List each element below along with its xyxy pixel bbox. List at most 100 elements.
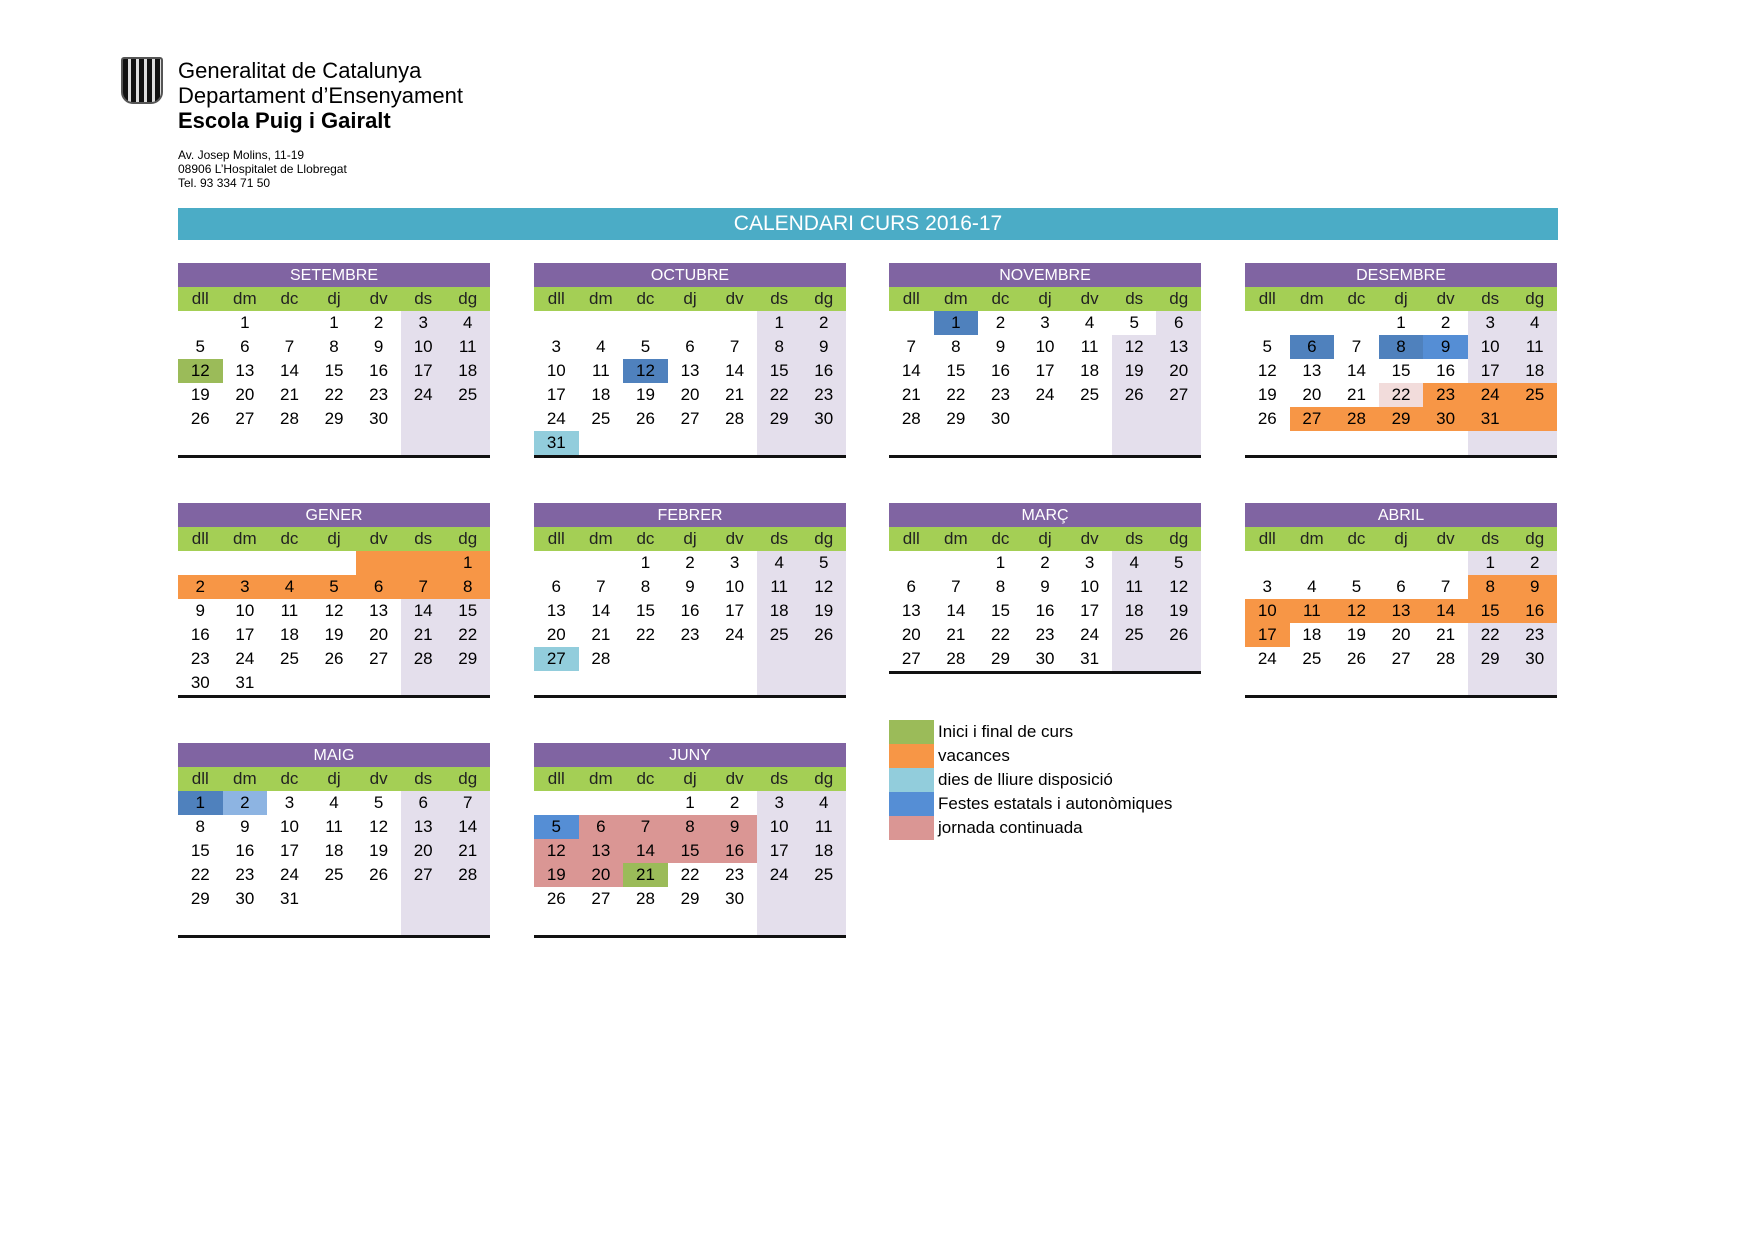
week-row bbox=[1245, 431, 1558, 455]
day-cell: 4 bbox=[596, 337, 606, 356]
day-cell: 25 bbox=[1111, 623, 1157, 647]
day-cell: 12 bbox=[1111, 335, 1157, 359]
day-cell bbox=[579, 311, 624, 335]
weekday-header: dll dm dc dj dv ds dg bbox=[534, 287, 846, 311]
weekday-label: dg bbox=[458, 289, 478, 308]
week-row: 26 27 28 29 30 31 bbox=[1245, 407, 1558, 431]
day-cell: 1 bbox=[1467, 551, 1513, 575]
weekday-label: dj bbox=[1394, 289, 1408, 308]
weekday-label: dv bbox=[369, 289, 388, 308]
weekday-label: dg bbox=[1169, 289, 1189, 308]
month-name: NOVEMBRE bbox=[889, 263, 1201, 287]
day-cell: 6 bbox=[240, 337, 250, 356]
day-cell: 21 bbox=[1436, 625, 1456, 644]
day-cell: 23 bbox=[1512, 623, 1558, 647]
day-cell: 11 bbox=[1080, 337, 1099, 356]
day-cell bbox=[178, 551, 223, 575]
day-cell bbox=[312, 551, 357, 575]
day-cell: 7 bbox=[951, 577, 961, 596]
day-cell bbox=[623, 431, 668, 455]
day-cell bbox=[1290, 671, 1335, 695]
day-cell: 12 bbox=[623, 359, 668, 383]
day-cell: 28 bbox=[279, 409, 299, 428]
day-cell: 11 bbox=[756, 575, 802, 599]
month-name: JUNY bbox=[534, 743, 846, 767]
org-name: Generalitat de Catalunya bbox=[178, 58, 422, 83]
day-cell: 29 bbox=[324, 409, 344, 428]
day-cell: 10 bbox=[1080, 577, 1100, 596]
day-cell: 22 bbox=[190, 865, 210, 884]
day-cell: 16 bbox=[235, 841, 255, 860]
day-cell bbox=[1379, 431, 1424, 455]
day-cell: 22 bbox=[756, 383, 802, 407]
day-cell: 27 bbox=[901, 649, 921, 668]
weekday-label: dll bbox=[191, 769, 209, 788]
day-cell: 11 bbox=[1111, 575, 1157, 599]
day-cell: 24 bbox=[725, 625, 745, 644]
day-cell: 3 bbox=[1467, 311, 1513, 335]
day-cell bbox=[712, 647, 757, 671]
day-cell: 14 bbox=[946, 601, 966, 620]
day-cell: 16 bbox=[1436, 361, 1456, 380]
week-row: 22 23 24 25 26 27 28 bbox=[178, 863, 491, 887]
month-name: FEBRER bbox=[534, 503, 846, 527]
day-cell: 4 bbox=[445, 311, 491, 335]
day-cell: 27 bbox=[400, 863, 446, 887]
day-cell: 10 bbox=[1245, 599, 1290, 623]
day-cell: 11 bbox=[592, 361, 610, 380]
day-cell: 21 bbox=[1346, 385, 1366, 404]
day-cell: 16 bbox=[801, 359, 847, 383]
legend-label: vacances bbox=[938, 746, 1010, 765]
day-cell: 3 bbox=[1262, 577, 1273, 596]
month-name: GENER bbox=[178, 503, 490, 527]
week-row: 10 11 12 13 14 15 16 bbox=[534, 359, 847, 383]
weekday-label: dll bbox=[191, 289, 209, 308]
month-name: MARÇ bbox=[889, 503, 1201, 527]
day-cell: 10 bbox=[756, 815, 802, 839]
day-cell: 2 bbox=[995, 313, 1006, 332]
legend-item: Festes estatals i autonòmiques bbox=[889, 792, 1172, 816]
week-row: 8 9 10 11 12 13 14 bbox=[178, 815, 491, 839]
day-cell: 25 bbox=[1302, 649, 1322, 668]
day-cell: 20 bbox=[680, 385, 700, 404]
day-cell: 1 bbox=[933, 311, 979, 335]
weekday-label: dc bbox=[636, 289, 655, 308]
weekday-label: dll bbox=[547, 529, 565, 548]
day-cell: 5 bbox=[373, 793, 384, 812]
week-row: 12 13 14 15 16 17 18 bbox=[178, 359, 491, 383]
day-cell: 10 bbox=[1467, 335, 1513, 359]
day-cell: 17 bbox=[1035, 361, 1055, 380]
weekday-label: dc bbox=[636, 769, 655, 788]
day-cell: 28 bbox=[901, 409, 921, 428]
day-cell bbox=[445, 911, 491, 935]
month-underline bbox=[534, 935, 846, 938]
day-cell: 6 bbox=[1289, 335, 1335, 359]
day-cell bbox=[178, 431, 223, 455]
day-cell bbox=[400, 671, 446, 695]
day-cell bbox=[400, 431, 446, 455]
day-cell bbox=[668, 647, 713, 671]
weekday-label: dg bbox=[1525, 289, 1545, 308]
day-cell: 3 bbox=[551, 337, 562, 356]
week-row: 20 21 22 23 24 25 26 bbox=[534, 623, 847, 647]
week-row bbox=[534, 671, 847, 695]
weekday-label: ds bbox=[1481, 289, 1500, 308]
day-cell: 17 bbox=[725, 601, 745, 620]
day-cell bbox=[356, 911, 401, 935]
month-name: DESEMBRE bbox=[1245, 263, 1557, 287]
month-underline bbox=[889, 455, 1201, 458]
day-cell: 8 bbox=[995, 577, 1006, 596]
weekday-label: dll bbox=[191, 529, 209, 548]
day-cell bbox=[534, 911, 579, 935]
day-cell: 13 bbox=[578, 839, 624, 863]
weekday-label: ds bbox=[1481, 529, 1500, 548]
day-cell: 28 bbox=[1436, 649, 1456, 668]
day-cell bbox=[889, 311, 934, 335]
day-cell: 28 bbox=[400, 647, 446, 671]
day-cell bbox=[1290, 551, 1335, 575]
day-cell: 3 bbox=[222, 575, 268, 599]
day-cell bbox=[312, 911, 357, 935]
day-cell bbox=[1023, 407, 1068, 431]
